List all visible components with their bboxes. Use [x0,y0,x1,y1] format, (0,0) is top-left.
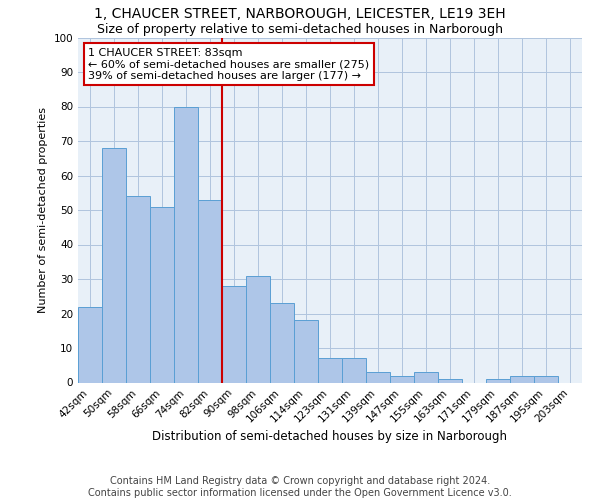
Bar [174,106,198,382]
Bar [126,196,150,382]
Bar [246,276,270,382]
Bar [294,320,318,382]
Bar [318,358,342,382]
Bar [150,206,174,382]
X-axis label: Distribution of semi-detached houses by size in Narborough: Distribution of semi-detached houses by … [152,430,508,443]
Bar [534,376,558,382]
Text: 1 CHAUCER STREET: 83sqm
← 60% of semi-detached houses are smaller (275)
39% of s: 1 CHAUCER STREET: 83sqm ← 60% of semi-de… [88,48,369,81]
Bar [438,379,462,382]
Bar [414,372,438,382]
Bar [366,372,390,382]
Text: 1, CHAUCER STREET, NARBOROUGH, LEICESTER, LE19 3EH: 1, CHAUCER STREET, NARBOROUGH, LEICESTER… [94,8,506,22]
Bar [270,303,294,382]
Bar [342,358,366,382]
Bar [222,286,246,382]
Bar [486,379,510,382]
Bar [510,376,534,382]
Text: Contains HM Land Registry data © Crown copyright and database right 2024.
Contai: Contains HM Land Registry data © Crown c… [88,476,512,498]
Bar [78,306,102,382]
Bar [198,200,222,382]
Y-axis label: Number of semi-detached properties: Number of semi-detached properties [38,107,48,313]
Bar [390,376,414,382]
Bar [102,148,126,382]
Text: Size of property relative to semi-detached houses in Narborough: Size of property relative to semi-detach… [97,22,503,36]
